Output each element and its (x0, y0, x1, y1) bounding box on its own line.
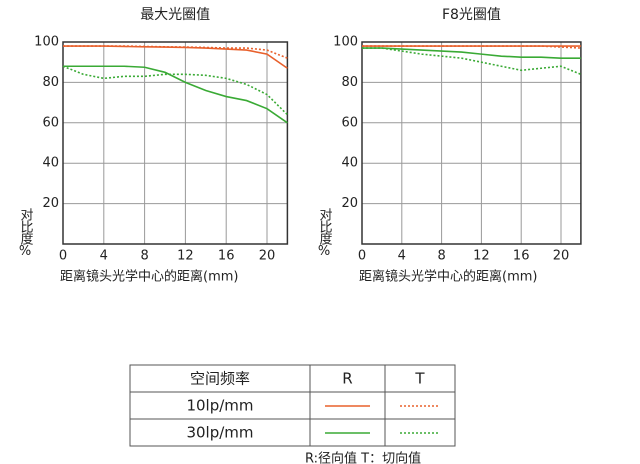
y-tick-label: 40 (42, 156, 59, 171)
chart-title: 最大光圈值 (140, 7, 210, 23)
legend-note: R:径向值 T：切向值 (305, 451, 421, 464)
data-line (362, 47, 582, 76)
x-tick-label: 20 (259, 249, 276, 264)
x-tick-label: 4 (100, 249, 108, 264)
data-line (362, 45, 581, 49)
plot-frame (361, 41, 582, 245)
table-header: R (342, 370, 352, 388)
chart-title: F8光圈值 (442, 7, 501, 23)
data-line (362, 47, 581, 59)
x-axis-label: 距离镜头光学中心的距离(mm) (359, 269, 537, 285)
table-row-label: 10lp/mm (186, 397, 253, 415)
x-axis-label: 距离镜头光学中心的距离(mm) (60, 269, 238, 285)
data-line (62, 65, 288, 116)
x-tick-label: 0 (59, 249, 67, 264)
table-header: T (414, 370, 425, 388)
y-tick-label: 60 (341, 115, 358, 130)
y-tick-label: 100 (333, 35, 358, 50)
x-tick-label: 12 (177, 249, 194, 264)
table-header: 空间频率 (190, 370, 250, 388)
x-tick-label: 12 (473, 249, 490, 264)
plot-frame (62, 41, 289, 245)
x-tick-label: 16 (218, 249, 235, 264)
y-tick-label: 100 (34, 35, 59, 50)
x-tick-label: 16 (513, 249, 530, 264)
data-line (63, 45, 288, 69)
y-tick-label: 40 (341, 156, 358, 171)
y-tick-label: 20 (341, 196, 358, 211)
data-line (63, 45, 288, 59)
y-tick-label: 20 (42, 196, 59, 211)
x-tick-label: 0 (358, 249, 366, 264)
x-tick-label: 8 (140, 249, 148, 264)
x-tick-label: 4 (398, 249, 406, 264)
data-line (63, 65, 288, 124)
y-tick-label: 60 (42, 115, 59, 130)
x-tick-label: 8 (437, 249, 445, 264)
y-tick-label: 80 (341, 75, 358, 90)
y-axis-label: 对比度% (18, 208, 34, 258)
x-tick-label: 20 (553, 249, 570, 264)
y-axis-label: 对比度% (317, 208, 333, 258)
y-tick-label: 80 (42, 75, 59, 90)
legend-table (129, 364, 456, 447)
table-row-label: 30lp/mm (186, 424, 253, 442)
